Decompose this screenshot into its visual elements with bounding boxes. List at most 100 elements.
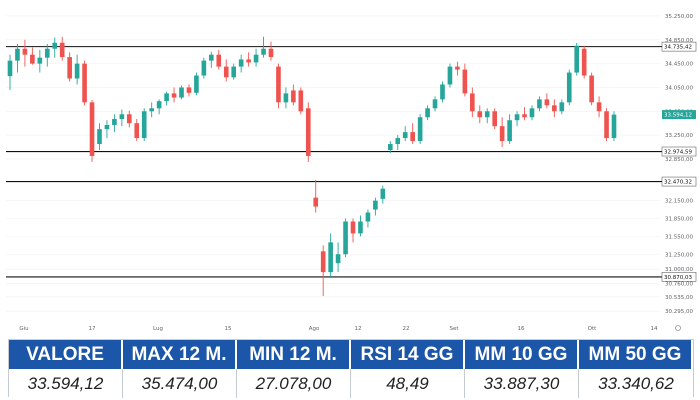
candle [365, 209, 371, 228]
candle-body [268, 48, 274, 58]
candle [291, 84, 296, 106]
candle-body [425, 108, 430, 118]
level-tag [661, 272, 697, 282]
candle [537, 96, 542, 112]
candle [343, 218, 348, 258]
candle [30, 47, 35, 65]
settings-icon [675, 325, 681, 331]
candle [574, 42, 580, 76]
candle [67, 52, 72, 82]
candle-body [30, 54, 35, 64]
stat-header-min-12m: MIN 12 M. [237, 340, 351, 369]
candle [387, 141, 393, 153]
y-tick-label: 31.850,00 [665, 217, 693, 223]
candle-body [350, 221, 356, 234]
candle [119, 109, 125, 127]
candle-body [604, 111, 609, 139]
candle-body [186, 87, 192, 93]
candle-body [291, 90, 296, 103]
candle-body [112, 119, 117, 125]
candle [604, 108, 609, 142]
axes: 35.250,0034.850,0034.450,0034.050,0033.6… [19, 14, 693, 332]
candle [231, 63, 237, 80]
candle [7, 54, 13, 90]
stat-header-valore: VALORE [9, 340, 123, 369]
candle-body [82, 63, 87, 103]
y-tick-label: 35.250,00 [665, 14, 693, 20]
x-tick-label: Ott [588, 326, 597, 332]
candle-body [395, 138, 401, 145]
candle-body [387, 144, 393, 150]
candle-body [581, 48, 587, 76]
stat-header-max-12m: MAX 12 M. [123, 340, 237, 369]
candle-body [507, 120, 512, 142]
grid-lines [6, 15, 660, 312]
candle-body [141, 111, 147, 139]
x-tick-label: 17 [89, 326, 96, 332]
candle [164, 91, 169, 106]
y-tick-label: 34.850,00 [665, 38, 693, 44]
chart-svg: 35.250,0034.850,0034.450,0034.050,0033.6… [6, 14, 697, 332]
candle [82, 60, 87, 106]
y-tick-label: 31.000,00 [665, 267, 693, 273]
x-tick-label: 16 [518, 326, 525, 332]
candle-body [246, 59, 251, 63]
candle-body [559, 102, 565, 112]
candle-body [544, 99, 550, 106]
candle-body [410, 132, 415, 142]
candle-body [477, 111, 483, 118]
candle-body [440, 84, 445, 100]
candle-body [74, 63, 80, 79]
candle-body [67, 57, 72, 79]
candle-body [238, 59, 244, 67]
candle [350, 218, 356, 243]
candle-body [596, 102, 602, 112]
level-tag [661, 41, 697, 52]
candle [581, 45, 587, 79]
stat-value-max-12m: 35.474,00 [123, 369, 237, 398]
candle-body [335, 254, 341, 264]
candle-body [305, 108, 311, 156]
candle [611, 111, 617, 142]
candle [596, 96, 602, 118]
candle [552, 99, 557, 118]
last-price-tag [662, 110, 696, 120]
candle [477, 105, 483, 124]
x-tick-label: Ago [309, 326, 320, 332]
candle-body [402, 132, 408, 139]
candle-body [462, 69, 468, 94]
x-tick-label: 22 [403, 326, 410, 332]
candle-body [320, 251, 326, 273]
candle-body [156, 101, 162, 109]
candle-body [492, 111, 498, 127]
candle [283, 87, 289, 109]
candle-body [417, 117, 423, 142]
candle-body [59, 42, 65, 58]
candle [328, 233, 333, 279]
candle [425, 105, 430, 121]
price-tags: 34.735,42 32.974,59 32.470,32 30.870,03 33.5… [661, 41, 697, 282]
candle-body [365, 212, 371, 222]
stat-header-mm-50gg: MM 50 GG [579, 340, 693, 369]
candle-body [522, 114, 527, 118]
level-label: 32.974,59 [664, 150, 692, 156]
candle [194, 72, 199, 96]
candles [7, 36, 617, 296]
candle-body [97, 129, 102, 145]
candle [440, 81, 445, 103]
y-tick-label: 30.295,00 [665, 309, 693, 315]
x-tick-label: Giu [19, 326, 28, 332]
candle-body [253, 54, 259, 63]
candle [37, 49, 43, 73]
candle [395, 135, 401, 150]
candle [134, 119, 140, 142]
candle-body [328, 242, 333, 273]
candle-body [171, 93, 177, 98]
candle-body [380, 188, 386, 199]
last-price-label: 33.594,12 [664, 113, 692, 119]
candle [238, 54, 244, 73]
stat-header-mm-10gg: MM 10 GG [465, 340, 579, 369]
candle [447, 63, 453, 88]
candle-body [7, 60, 13, 77]
candle [253, 48, 259, 67]
